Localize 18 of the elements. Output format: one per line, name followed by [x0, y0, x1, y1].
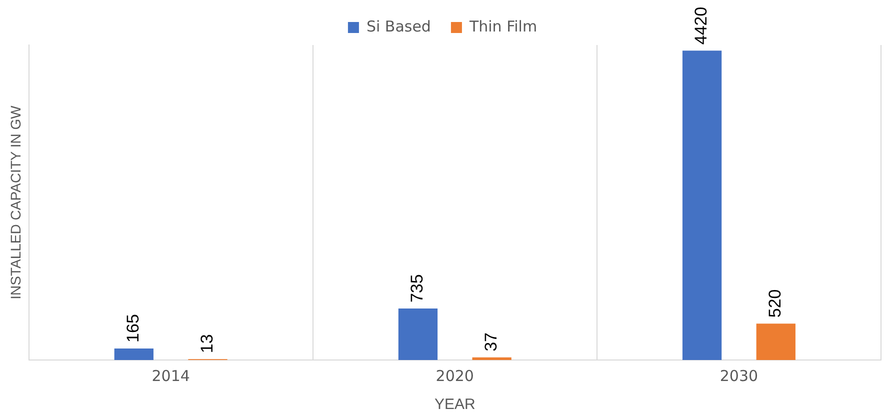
bar	[682, 50, 722, 360]
bar	[114, 348, 154, 360]
x-tick-label: 2014	[152, 366, 190, 385]
data-label: 4420	[692, 6, 711, 45]
y-axis-title: INSTALLED CAPACITY IN GW	[7, 104, 24, 300]
x-tick-label: 2020	[436, 366, 474, 385]
data-label: 37	[482, 332, 501, 352]
data-label: 13	[197, 334, 216, 354]
legend-label: Si Based	[366, 17, 431, 36]
data-label: 520	[766, 289, 785, 318]
x-tick-label: 2030	[720, 366, 758, 385]
x-axis-title: YEAR	[434, 396, 476, 414]
data-label: 735	[408, 274, 427, 303]
bar	[398, 308, 438, 360]
data-label: 165	[124, 314, 143, 342]
bar	[756, 324, 796, 360]
bar	[472, 357, 512, 360]
legend-label: Thin Film	[468, 17, 538, 36]
